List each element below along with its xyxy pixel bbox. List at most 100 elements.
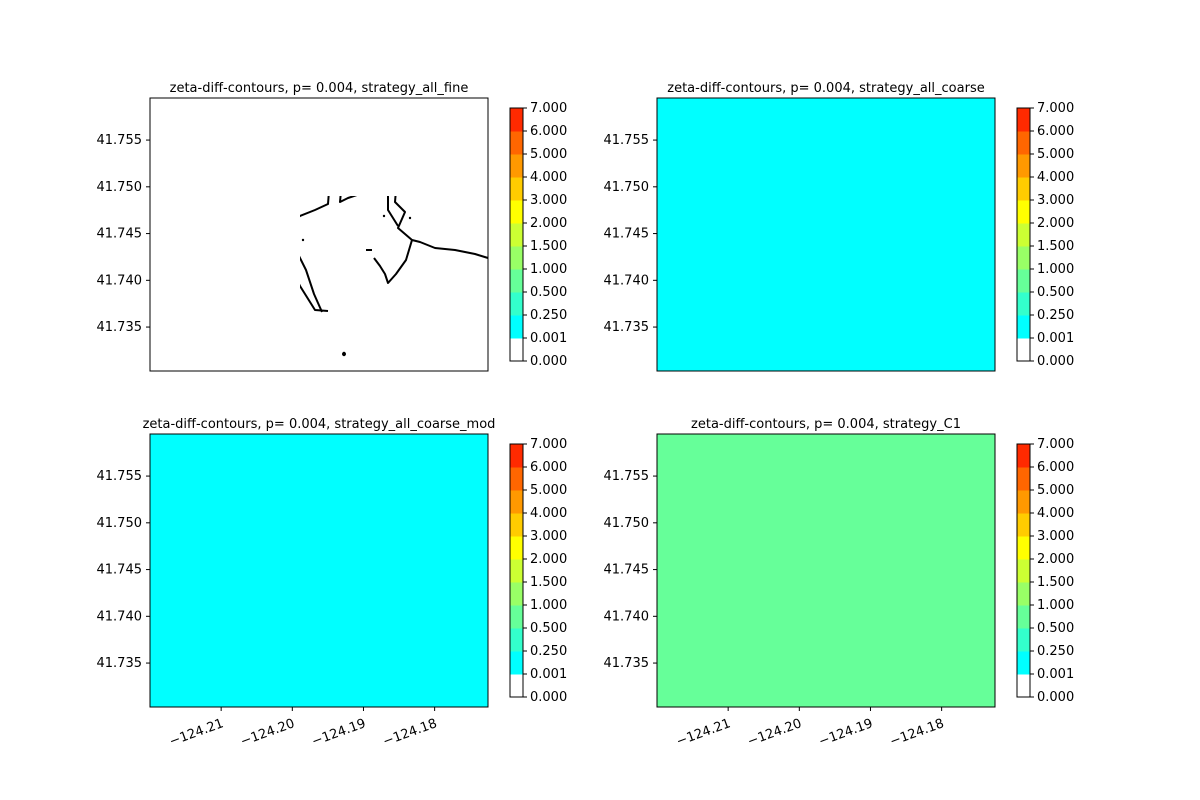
y-tick-label: 41.755 xyxy=(97,133,143,148)
colorbar-tick-label: 0.000 xyxy=(1037,690,1074,705)
x-tick-label: −124.21 xyxy=(168,716,226,749)
plot-area xyxy=(657,434,995,707)
plot-area xyxy=(150,98,488,371)
x-tick-label: −124.19 xyxy=(310,716,368,749)
colorbar-tick-label: 5.000 xyxy=(530,483,567,498)
colorbar-level xyxy=(510,467,523,491)
colorbar-level xyxy=(510,177,523,201)
colorbar-tick-label: 1.500 xyxy=(1037,239,1074,254)
colorbar-tick-label: 2.000 xyxy=(530,216,567,231)
colorbar-tick-label: 5.000 xyxy=(1037,147,1074,162)
colorbar-tick-label: 0.500 xyxy=(1037,621,1074,636)
y-tick-label: 41.755 xyxy=(604,133,650,148)
colorbar-tick-label: 5.000 xyxy=(1037,483,1074,498)
colorbar-tick-label: 2.000 xyxy=(1037,552,1074,567)
colorbar-level xyxy=(510,108,523,132)
colorbar-level xyxy=(510,582,523,606)
colorbar-level xyxy=(510,674,523,698)
colorbar-tick-label: 0.001 xyxy=(530,331,567,346)
colorbar-tick-label: 0.250 xyxy=(530,308,567,323)
x-tick-label: −124.20 xyxy=(239,716,297,749)
plot-frame xyxy=(149,433,489,708)
colorbar-level xyxy=(1017,200,1030,224)
y-tick-label: 41.735 xyxy=(97,320,143,335)
colorbar-level xyxy=(510,490,523,514)
colorbar-tick-label: 3.000 xyxy=(1037,193,1074,208)
colorbar-tick-label: 0.001 xyxy=(1037,667,1074,682)
y-tick-label: 41.740 xyxy=(97,273,143,288)
y-tick-label: 41.735 xyxy=(97,656,143,671)
x-tick-label: −124.18 xyxy=(888,716,946,749)
colorbar-level xyxy=(1017,223,1030,247)
plot-frame xyxy=(149,97,489,372)
colorbar-tick-label: 7.000 xyxy=(1037,101,1074,116)
colorbar-level xyxy=(510,315,523,339)
colorbar-level xyxy=(510,513,523,537)
y-tick-label: 41.750 xyxy=(97,180,143,195)
colorbar-tick-label: 7.000 xyxy=(1037,437,1074,452)
colorbar-tick-label: 4.000 xyxy=(530,506,567,521)
colorbar-tick-label: 1.500 xyxy=(530,575,567,590)
colorbar-tick-label: 3.000 xyxy=(1037,529,1074,544)
colorbar-level xyxy=(1017,315,1030,339)
y-tick-label: 41.735 xyxy=(604,656,650,671)
colorbar-level xyxy=(1017,536,1030,560)
x-tick-label: −124.20 xyxy=(746,716,804,749)
colorbar-tick-label: 2.000 xyxy=(1037,216,1074,231)
colorbar-level xyxy=(1017,490,1030,514)
colorbar-tick-label: 0.250 xyxy=(1037,644,1074,659)
colorbar-tick-label: 0.000 xyxy=(530,354,567,369)
colorbar-tick-label: 0.000 xyxy=(530,690,567,705)
plot-frame xyxy=(656,433,996,708)
colorbar-tick-label: 3.000 xyxy=(530,193,567,208)
colorbar-level xyxy=(1017,559,1030,583)
coastline-segment xyxy=(373,239,413,284)
colorbar-tick-label: 4.000 xyxy=(1037,506,1074,521)
y-tick-label: 41.740 xyxy=(97,609,143,624)
colorbar-level xyxy=(1017,444,1030,468)
colorbar-tick-label: 0.500 xyxy=(1037,285,1074,300)
colorbar-level xyxy=(510,269,523,293)
colorbar-level xyxy=(1017,131,1030,155)
colorbar-tick-label: 4.000 xyxy=(1037,170,1074,185)
colorbar-level xyxy=(510,131,523,155)
x-tick-label: −124.21 xyxy=(675,716,733,749)
colorbar-tick-label: 0.500 xyxy=(530,621,567,636)
colorbar-tick-label: 0.000 xyxy=(1037,354,1074,369)
colorbar-level xyxy=(1017,651,1030,675)
y-tick-label: 41.745 xyxy=(97,227,143,242)
plot-area xyxy=(657,98,995,371)
plot-frame xyxy=(656,97,996,372)
y-tick-label: 41.755 xyxy=(97,469,143,484)
colorbar-level xyxy=(510,628,523,652)
colorbar-tick-label: 1.000 xyxy=(530,262,567,277)
panel-c1 xyxy=(656,433,996,708)
x-tick-label: −124.19 xyxy=(817,716,875,749)
colorbar-level xyxy=(1017,674,1030,698)
colorbar-level xyxy=(510,338,523,362)
colorbar-level xyxy=(1017,292,1030,316)
colorbar-level xyxy=(510,246,523,270)
colorbar-level xyxy=(1017,246,1030,270)
colorbar-tick-label: 1.000 xyxy=(1037,598,1074,613)
panel-title: zeta-diff-contours, p= 0.004, strategy_a… xyxy=(170,81,469,96)
panel-all-coarse-mod xyxy=(149,433,489,708)
colorbar-level xyxy=(510,536,523,560)
panel-title: zeta-diff-contours, p= 0.004, strategy_a… xyxy=(143,417,496,432)
y-tick-label: 41.750 xyxy=(97,516,143,531)
colorbar-level xyxy=(510,651,523,675)
y-tick-label: 41.745 xyxy=(604,227,650,242)
y-tick-label: 41.740 xyxy=(604,273,650,288)
panel-all-fine xyxy=(149,97,489,372)
coastline-segment xyxy=(387,196,399,227)
colorbar-tick-label: 1.500 xyxy=(1037,575,1074,590)
colorbar-level xyxy=(1017,177,1030,201)
y-tick-label: 41.755 xyxy=(604,469,650,484)
colorbar-level xyxy=(510,223,523,247)
colorbar-tick-label: 6.000 xyxy=(1037,460,1074,475)
colorbar-level xyxy=(1017,628,1030,652)
coastline-segment xyxy=(300,196,489,259)
colorbar-tick-label: 6.000 xyxy=(1037,124,1074,139)
colorbar-level xyxy=(510,154,523,178)
colorbar-tick-label: 6.000 xyxy=(530,124,567,139)
